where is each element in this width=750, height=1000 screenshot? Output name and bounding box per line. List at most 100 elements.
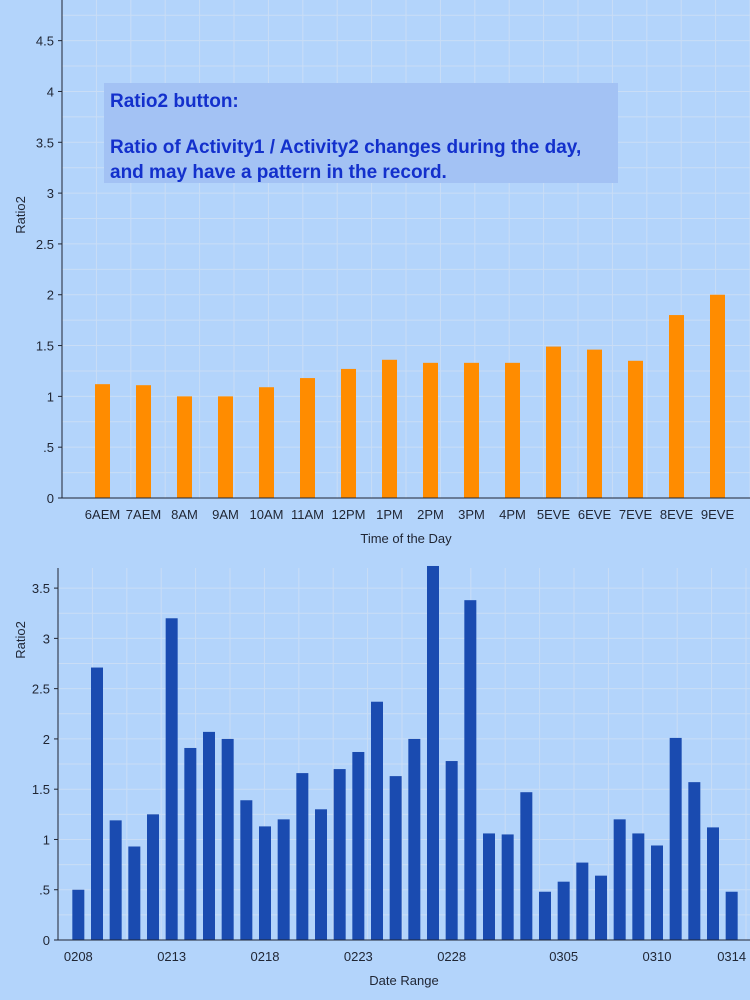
x-tick-label: 5EVE (537, 507, 571, 522)
x-axis-title: Time of the Day (360, 531, 452, 546)
y-tick-label: 3.5 (36, 135, 54, 150)
y-tick-label: 0 (47, 491, 54, 506)
x-tick-label: 0305 (549, 949, 578, 964)
bar-0214 (184, 747, 197, 940)
x-tick-label: 9AM (212, 507, 239, 522)
bar-0221 (315, 809, 327, 940)
bar-7AEM (136, 385, 151, 498)
bar-0229 (464, 600, 477, 940)
x-tick-label: 6AEM (85, 507, 120, 522)
bar-8EVE (669, 315, 684, 498)
bar-11AM (300, 378, 315, 498)
x-tick-label: 7AEM (126, 507, 161, 522)
grid-lines (62, 0, 750, 498)
bar-6AEM (95, 384, 110, 498)
bar-0223 (352, 751, 365, 940)
bar-0312 (688, 782, 701, 940)
x-tick-label: 11AM (291, 507, 324, 522)
y-tick-label: 1.5 (32, 782, 50, 797)
bar-5EVE (546, 346, 561, 498)
annotation-box: Ratio2 button: Ratio of Activity1 / Acti… (104, 83, 618, 183)
bar-0311 (669, 737, 682, 940)
bar-0209 (91, 667, 103, 940)
bar-0222 (333, 769, 346, 940)
y-tick-label: 3.5 (32, 581, 50, 596)
y-tick-label: 2 (43, 732, 50, 747)
bar-0313 (707, 827, 719, 940)
y-tick-label: 2.5 (36, 237, 54, 252)
x-tick-label: 3PM (458, 507, 485, 522)
y-tick-label: 1 (47, 389, 54, 404)
bar-9EVE (710, 294, 725, 498)
y-tick-label: 3 (47, 186, 54, 201)
bar-8AM (177, 396, 192, 498)
x-tick-label: 7EVE (619, 507, 653, 522)
annotation-title: Ratio2 button: (110, 91, 239, 112)
y-tick-label: 4.5 (36, 34, 54, 49)
x-tick-label: 0228 (437, 949, 466, 964)
bar-12PM (341, 368, 356, 498)
x-tick-label: 4PM (499, 507, 526, 522)
x-tick-label: 1PM (376, 507, 403, 522)
bar-1PM (382, 359, 397, 498)
y-tick-label: 4 (47, 84, 54, 99)
bar-0219 (277, 819, 290, 940)
y-tick-label: 3 (43, 631, 50, 646)
x-tick-label: 6EVE (578, 507, 612, 522)
bar-0227 (427, 565, 439, 940)
grid-lines (58, 568, 750, 940)
x-tick-label: 10AM (250, 507, 284, 522)
bar-0218 (259, 826, 271, 940)
date-range-chart: 0 .5 1 1.5 2 2.5 3 3.5 0208 0213 0218 0223 0228 0305 0… (13, 565, 750, 988)
bar-7EVE (628, 360, 643, 498)
x-tick-label: 8EVE (660, 507, 694, 522)
x-tick-label: 12PM (332, 507, 366, 522)
y-tick-label: 1.5 (36, 339, 54, 354)
bar-0308 (613, 819, 626, 940)
x-tick-label: 0218 (251, 949, 280, 964)
x-tick-label: 0314 (717, 949, 746, 964)
bar-0216 (221, 738, 234, 940)
y-tick-label: 1 (43, 832, 50, 847)
bar-0225 (389, 776, 402, 940)
bar-10AM (259, 387, 274, 498)
bar-0213 (165, 618, 178, 940)
y-tick-label: 0 (43, 933, 50, 948)
annotation-body: Ratio of Activity1 / Activity2 changes d… (110, 137, 582, 183)
bar-0314 (725, 891, 738, 940)
bar-0208 (72, 889, 85, 940)
bar-0305 (557, 881, 570, 940)
bar-0306 (576, 862, 589, 940)
bar-9AM (218, 396, 233, 498)
bar-0303 (520, 792, 533, 940)
bar-0228 (445, 761, 458, 940)
x-tick-label: 8AM (171, 507, 198, 522)
bar-0217 (240, 800, 253, 940)
x-tick-label: 2PM (417, 507, 444, 522)
bar-0226 (408, 738, 421, 940)
bar-2PM (423, 362, 438, 498)
bar-0310 (651, 845, 663, 940)
x-axis-title: Date Range (369, 973, 438, 988)
bar-0210 (109, 820, 122, 940)
bar-0211 (128, 846, 141, 940)
bar-4PM (505, 362, 520, 498)
y-tick-label: .5 (39, 883, 50, 898)
x-tick-label: 0213 (157, 949, 186, 964)
y-tick-label: 2 (47, 288, 54, 303)
bar-0212 (147, 814, 159, 940)
bar-0302 (501, 834, 514, 940)
y-axis-title: Ratio2 (13, 196, 28, 234)
bar-3PM (464, 362, 479, 498)
bar-0220 (296, 773, 309, 940)
bar-0307 (595, 875, 607, 940)
y-tick-label: .5 (43, 440, 54, 455)
bar-0309 (632, 833, 645, 940)
bar-0301 (483, 833, 495, 940)
bar-6EVE (587, 349, 602, 498)
x-tick-label: 0223 (344, 949, 373, 964)
y-tick-label: 2.5 (32, 682, 50, 697)
x-tick-label: 0208 (64, 949, 93, 964)
bar-0304 (539, 891, 551, 940)
